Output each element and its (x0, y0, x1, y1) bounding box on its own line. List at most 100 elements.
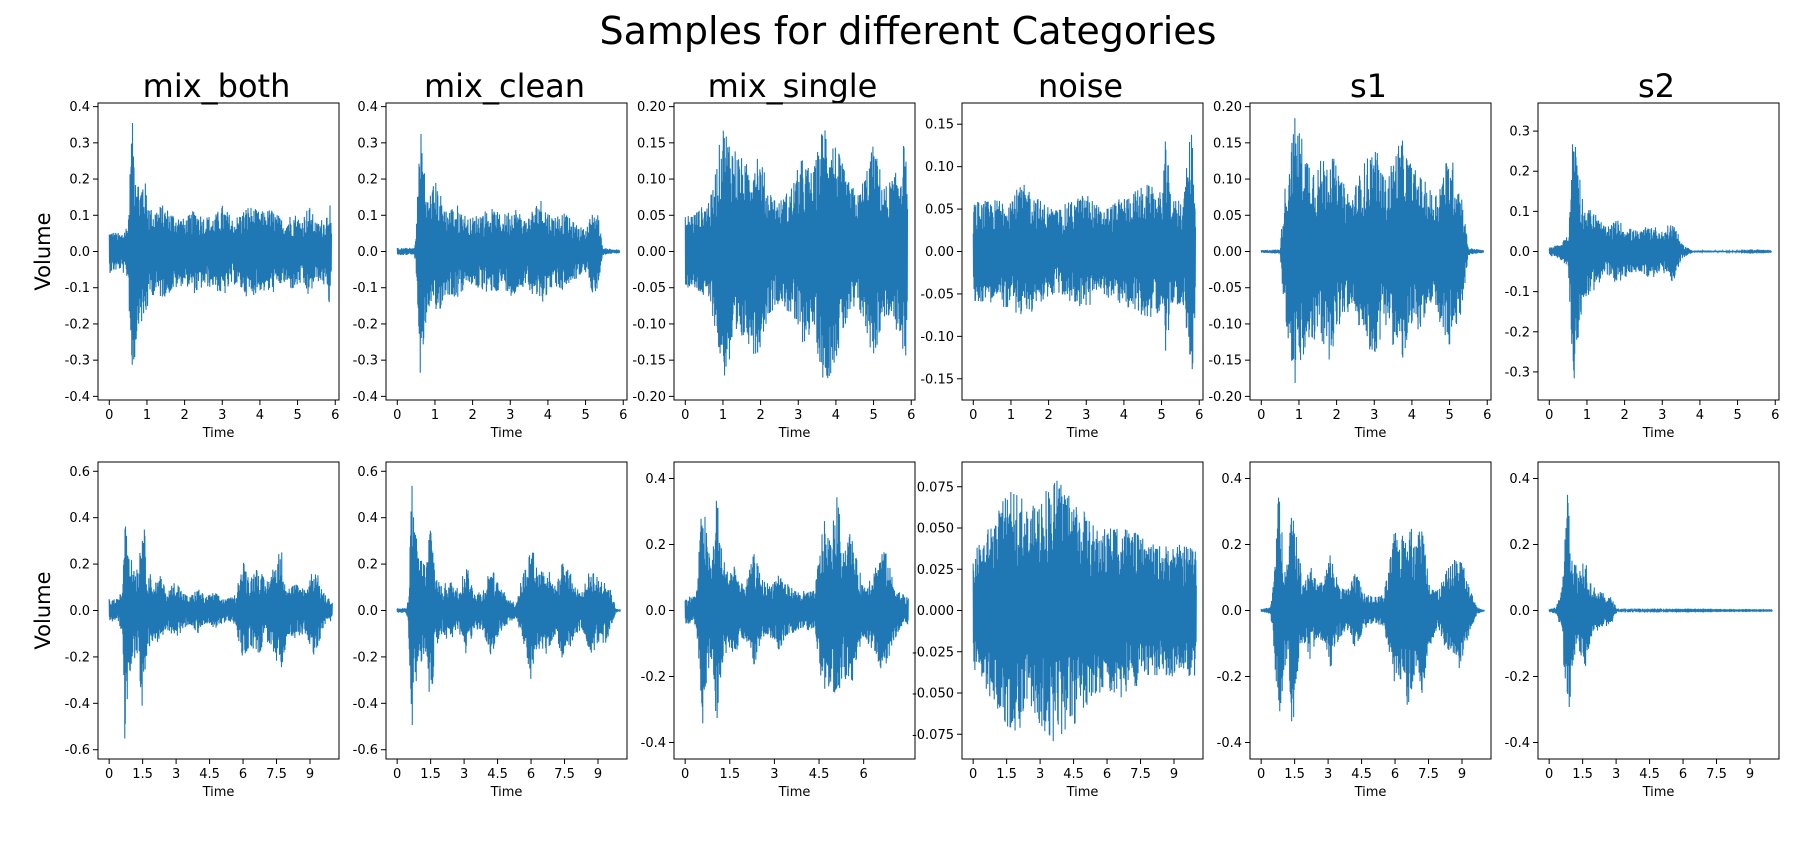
x-axis-label: Time (1066, 426, 1099, 441)
y-tick-label: -0.1 (1505, 285, 1530, 300)
y-tick-label: 0.1 (1509, 205, 1530, 220)
x-tick-label: 6 (1391, 767, 1399, 782)
x-tick-label: 5 (1733, 408, 1741, 423)
y-tick-label: -0.10 (632, 317, 666, 332)
x-tick-label: 6 (527, 767, 535, 782)
y-tick-label: -0.4 (65, 697, 90, 712)
y-tick-label: -0.4 (353, 697, 378, 712)
x-tick-label: 3 (460, 767, 468, 782)
x-tick-label: 1.5 (420, 767, 441, 782)
y-tick-label: 0.3 (69, 136, 90, 151)
x-tick-label: 5 (1445, 408, 1453, 423)
x-tick-label: 2 (180, 408, 188, 423)
waveform-line (1548, 494, 1773, 708)
waveform-line (1548, 144, 1772, 379)
panel: 0 1.5 3 4.5 6 7.5 9 -0.6 -0.4 -0.2 0.0 0.2 0.4 0.6 Tim… (31, 461, 340, 800)
x-tick-label: 6 (331, 408, 339, 423)
x-tick-label: 1.5 (1284, 767, 1305, 782)
x-tick-label: 0 (1257, 408, 1265, 423)
x-axis-label: Time (1354, 785, 1387, 800)
y-tick-label: -0.4 (65, 390, 90, 405)
column-title-mix-single: mix_single (708, 67, 878, 105)
x-tick-label: 0 (969, 408, 977, 423)
y-tick-label: 0.2 (357, 173, 378, 188)
x-tick-label: 9 (1170, 767, 1178, 782)
y-tick-label: -0.2 (1505, 670, 1530, 685)
x-tick-label: 2 (1620, 408, 1628, 423)
y-tick-label: 0.2 (645, 538, 666, 553)
x-tick-label: 1.5 (132, 767, 153, 782)
x-tick-label: 3 (1082, 408, 1090, 423)
x-tick-label: 7.5 (1130, 767, 1151, 782)
x-tick-label: 6 (1195, 408, 1203, 423)
y-tick-label: -0.6 (353, 743, 378, 758)
y-tick-label: 0.0 (1509, 245, 1530, 260)
y-tick-label: 0.4 (645, 472, 666, 487)
y-tick-label: 0.20 (637, 100, 666, 115)
x-tick-label: 0 (105, 767, 113, 782)
x-axis-label: Time (778, 426, 811, 441)
x-tick-label: 2 (468, 408, 476, 423)
y-tick-label: -0.2 (65, 650, 90, 665)
x-tick-label: 6 (860, 767, 868, 782)
x-tick-label: 6 (1679, 767, 1687, 782)
x-tick-label: 3 (1036, 767, 1044, 782)
x-tick-label: 4.5 (199, 767, 220, 782)
x-tick-label: 3 (506, 408, 514, 423)
x-tick-label: 0 (681, 767, 689, 782)
x-tick-label: 1 (1583, 408, 1591, 423)
y-tick-label: 0.05 (637, 209, 666, 224)
x-tick-label: 1.5 (996, 767, 1017, 782)
y-tick-label: 0.075 (917, 480, 954, 495)
y-tick-label: 0.20 (1213, 100, 1242, 115)
x-tick-label: 0 (393, 767, 401, 782)
y-tick-label: 0.0 (357, 245, 378, 260)
y-tick-label: -0.05 (1208, 281, 1242, 296)
panel: 0 1 2 3 4 5 6 -0.4 -0.3 -0.2 -0.1 0.0 0.1 0.2 0.3 0.4 Ti… (353, 100, 628, 441)
x-tick-label: 0 (105, 408, 113, 423)
panel: 0 1 2 3 4 5 6 -0.20 -0.15 -0.10 -0.05 0.00 0.05 0.10 0… (1208, 100, 1492, 441)
x-tick-label: 3 (172, 767, 180, 782)
y-tick-label: -0.20 (1208, 390, 1242, 405)
x-axis-label: Time (1642, 426, 1675, 441)
y-tick-label: -0.15 (920, 372, 954, 387)
y-tick-label: 0.10 (1213, 173, 1242, 188)
y-tick-label: 0.3 (357, 136, 378, 151)
panel: 0 1 2 3 4 5 6 -0.20 -0.15 -0.10 -0.05 0.00 0.05 0.10 0… (632, 100, 916, 441)
y-tick-label: -0.2 (1505, 325, 1530, 340)
y-tick-label: -0.05 (920, 287, 954, 302)
y-tick-label: 0.6 (69, 465, 90, 480)
waveform-line (396, 133, 621, 373)
x-tick-label: 4 (544, 408, 552, 423)
column-title-s1: s1 (1350, 67, 1387, 105)
y-tick-label: -0.2 (641, 670, 666, 685)
y-tick-label: 0.4 (69, 100, 90, 115)
y-tick-label: -0.10 (920, 330, 954, 345)
x-tick-label: 3 (1612, 767, 1620, 782)
x-tick-label: 6 (1483, 408, 1491, 423)
y-tick-label: -0.2 (1217, 670, 1242, 685)
x-tick-label: 6 (907, 408, 915, 423)
x-tick-label: 4.5 (1639, 767, 1660, 782)
panel: 0 1.5 3 4.5 6 7.5 9 -0.4 -0.2 0.0 0.2 0.4 Time (1217, 461, 1492, 800)
panel: 0 1.5 3 4.5 6 7.5 9 -0.075 -0.050 -0.025 0.000 0.02… (912, 461, 1204, 800)
y-tick-label: 0.4 (1221, 472, 1242, 487)
x-tick-label: 4 (1120, 408, 1128, 423)
y-tick-label: 0.2 (69, 173, 90, 188)
x-tick-label: 2 (1044, 408, 1052, 423)
x-tick-label: 2 (1332, 408, 1340, 423)
x-tick-label: 1 (1007, 408, 1015, 423)
x-tick-label: 3 (218, 408, 226, 423)
figure-title: Samples for different Categories (600, 9, 1217, 53)
y-tick-label: -0.15 (632, 354, 666, 369)
x-tick-label: 4.5 (487, 767, 508, 782)
y-tick-label: 0.15 (637, 136, 666, 151)
x-tick-label: 9 (1458, 767, 1466, 782)
x-tick-label: 1 (1295, 408, 1303, 423)
x-tick-label: 0 (393, 408, 401, 423)
waveform-line (684, 497, 909, 724)
column-title-mix-clean: mix_clean (424, 67, 585, 105)
y-tick-label: 0.1 (69, 209, 90, 224)
x-axis-label: Time (202, 785, 235, 800)
